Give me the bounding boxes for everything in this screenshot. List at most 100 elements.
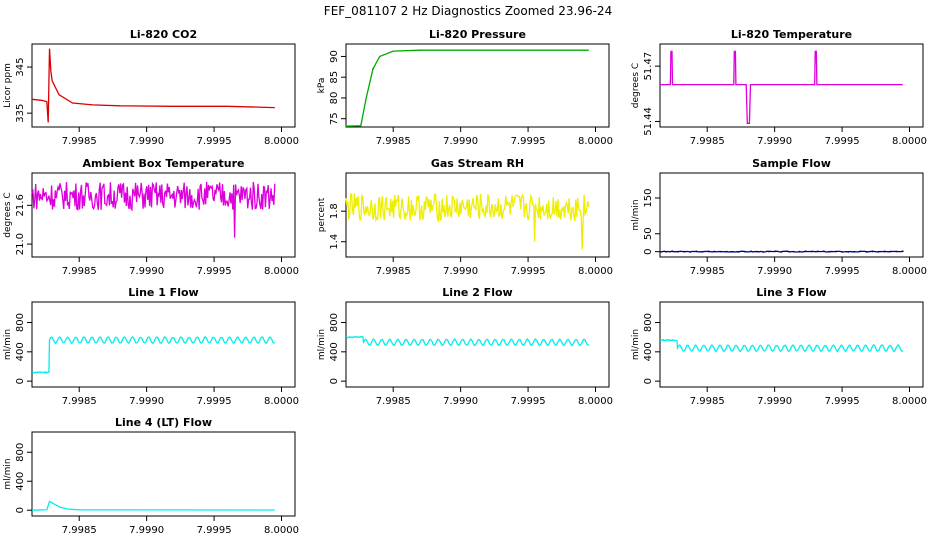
y-tick-label: 345 — [15, 58, 26, 77]
data-point — [683, 250, 686, 253]
x-tick-label: 8.0000 — [578, 396, 613, 407]
data-point — [725, 250, 728, 253]
plot-frame — [659, 43, 924, 128]
data-point — [889, 250, 892, 253]
y-tick-label: 800 — [329, 313, 340, 332]
x-tick-label: 7.9990 — [757, 396, 792, 407]
data-point — [895, 250, 898, 253]
x-tick-label: 7.9990 — [129, 266, 164, 277]
y-axis-label: ml/min — [631, 199, 641, 230]
x-tick-label: 8.0000 — [264, 136, 299, 147]
data-point — [853, 250, 856, 253]
plot-frame — [345, 172, 610, 258]
x-tick-label: 7.9990 — [129, 396, 164, 407]
data-point — [719, 250, 722, 253]
data-point — [835, 250, 837, 253]
data-point — [419, 49, 422, 52]
x-tick-label: 8.0000 — [264, 525, 299, 536]
panel-pressure: Li-820 Pressure 7.9985 7.9990 7.9995 8.0000 7… — [317, 28, 613, 147]
data-point — [822, 250, 825, 253]
x-tick-label: 7.9995 — [511, 266, 546, 277]
x-tick-label: 8.0000 — [264, 396, 299, 407]
data-point — [786, 250, 789, 253]
panel-title: Line 4 (LT) Flow — [115, 416, 212, 429]
y-tick-label: 90 — [329, 50, 340, 63]
y-tick-label: 400 — [329, 342, 340, 361]
x-tick-label: 7.9995 — [197, 525, 232, 536]
y-tick-label: 85 — [329, 71, 340, 84]
y-axis-label: kPa — [317, 78, 327, 94]
y-tick-label: 0 — [15, 378, 26, 384]
x-tick-label: 7.9990 — [129, 136, 164, 147]
y-axis-label: ml/min — [317, 329, 327, 360]
y-axis-label: ml/min — [3, 329, 13, 360]
series-line-line3 — [659, 338, 904, 353]
x-tick-label: 7.9985 — [376, 396, 411, 407]
y-tick-label: 21.0 — [15, 233, 26, 255]
y-tick-label: 0 — [329, 378, 340, 384]
x-tick-label: 7.9985 — [62, 396, 97, 407]
x-tick-label: 7.9990 — [443, 136, 478, 147]
x-tick-label: 7.9995 — [511, 136, 546, 147]
x-tick-label: 7.9985 — [690, 136, 725, 147]
y-tick-label: 51.47 — [643, 52, 654, 81]
y-tick-label: 150 — [643, 188, 654, 207]
data-point — [756, 250, 759, 253]
data-point — [841, 250, 843, 253]
series-line-pressure — [345, 49, 589, 127]
plot-frame — [659, 172, 924, 258]
panel-title: Sample Flow — [752, 157, 831, 170]
data-point — [816, 250, 819, 253]
data-point — [859, 250, 862, 253]
data-point — [345, 125, 347, 128]
data-point — [847, 250, 850, 253]
data-point — [871, 250, 874, 253]
x-tick-label: 7.9995 — [197, 136, 232, 147]
data-point — [701, 250, 704, 253]
data-point — [877, 250, 880, 253]
x-tick-label: 7.9995 — [197, 266, 232, 277]
x-tick-label: 8.0000 — [264, 266, 299, 277]
panel-rh: Gas Stream RH 7.9985 7.9990 7.9995 8.0000 1.4… — [317, 157, 613, 277]
y-tick-label: 400 — [15, 472, 26, 491]
panel-co2: Li-820 CO2 7.9985 7.9990 7.9995 8.0000 335 345… — [3, 28, 299, 147]
panel-line3: Line 3 Flow 7.9985 7.9990 7.9995 8.0000 0 400 8… — [631, 286, 927, 407]
y-tick-label: 335 — [15, 104, 26, 123]
data-point — [744, 250, 746, 253]
x-tick-label: 7.9985 — [62, 136, 97, 147]
panel-title: Line 2 Flow — [442, 286, 512, 299]
series-line-ambient_temp — [31, 181, 276, 238]
series-line-rh — [345, 193, 590, 250]
series-line-licor_temp — [660, 50, 903, 124]
panel-title: Li-820 CO2 — [130, 28, 197, 41]
y-tick-label: 80 — [329, 92, 340, 105]
y-tick-label: 0 — [643, 378, 654, 384]
y-axis-label: Licor ppm — [3, 63, 13, 108]
x-tick-label: 7.9995 — [825, 266, 860, 277]
data-point — [671, 250, 674, 253]
data-point — [865, 250, 868, 253]
y-tick-label: 800 — [15, 313, 26, 332]
y-tick-label: 400 — [643, 342, 654, 361]
panel-ambient_temp: Ambient Box Temperature 7.9985 7.9990 7.999… — [3, 157, 299, 277]
data-point — [762, 251, 765, 253]
panel-title: Li-820 Temperature — [731, 28, 852, 41]
x-tick-label: 7.9995 — [197, 396, 232, 407]
panel-title: Li-820 Pressure — [429, 28, 526, 41]
x-tick-label: 7.9985 — [376, 266, 411, 277]
x-tick-label: 8.0000 — [892, 396, 927, 407]
series-line-line2 — [345, 335, 589, 347]
x-tick-label: 7.9995 — [825, 396, 860, 407]
y-tick-label: 800 — [643, 313, 654, 332]
data-point — [768, 250, 771, 253]
x-tick-label: 8.0000 — [578, 136, 613, 147]
y-axis-label: ml/min — [631, 329, 641, 360]
plot-frame — [31, 43, 296, 128]
y-tick-label: 0 — [643, 248, 654, 254]
plot-frame — [31, 172, 296, 258]
x-tick-label: 7.9995 — [825, 136, 860, 147]
data-point — [774, 250, 777, 253]
panel-title: Line 3 Flow — [756, 286, 826, 299]
data-point — [738, 250, 740, 253]
data-point — [810, 250, 813, 253]
